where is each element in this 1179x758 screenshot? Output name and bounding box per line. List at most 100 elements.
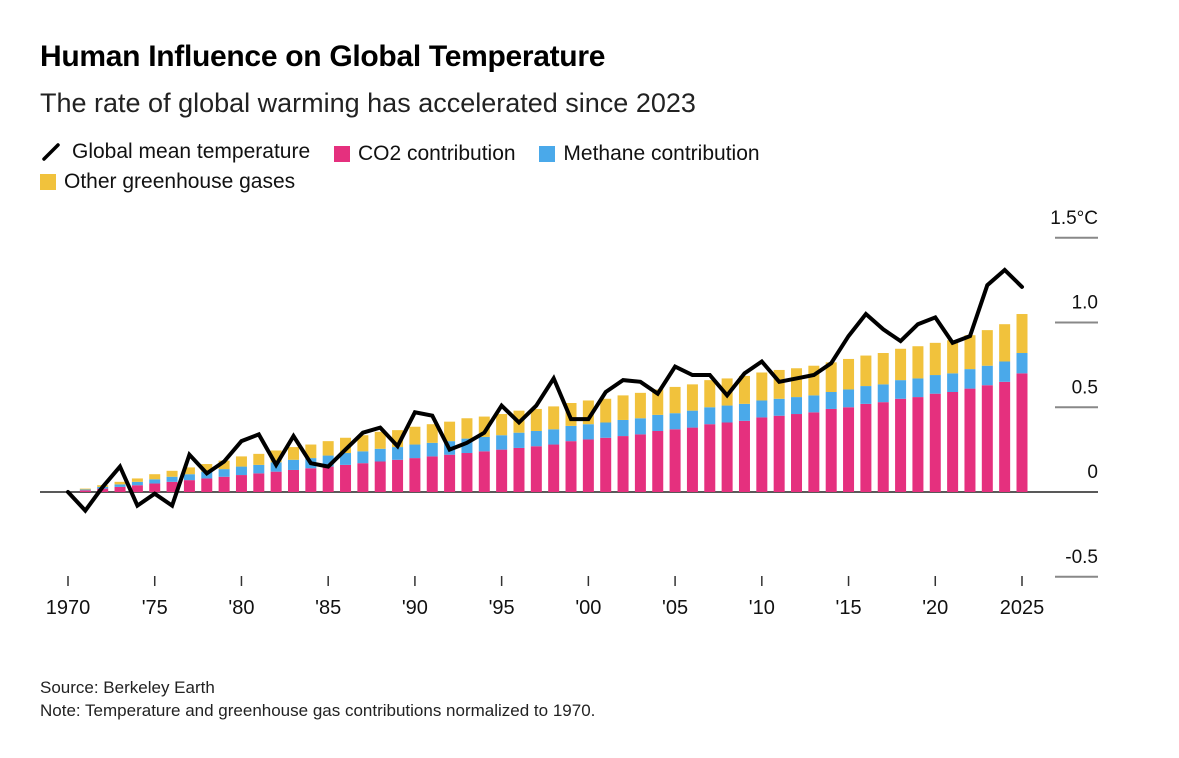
legend-label: Global mean temperature	[72, 140, 311, 163]
bar-other	[652, 389, 664, 415]
bar-methane	[964, 369, 976, 389]
bar-other	[912, 346, 924, 379]
bar-methane	[149, 479, 161, 484]
legend-label: Methane contribution	[563, 142, 760, 165]
y-tick-label: 1.0	[1072, 293, 1098, 314]
bar-other	[791, 368, 803, 398]
x-tick-label: '95	[489, 597, 515, 619]
bar-methane	[999, 361, 1011, 382]
bar-other	[444, 421, 456, 442]
bar-methane	[513, 432, 525, 448]
bar-co2	[253, 473, 265, 492]
bar-co2	[652, 430, 664, 492]
bar-other	[686, 384, 698, 411]
y-tick-label: -0.5	[1065, 547, 1098, 568]
co2-swatch-icon	[333, 146, 350, 162]
legend-label: Other greenhouse gases	[64, 170, 296, 193]
bar-other	[340, 437, 352, 454]
legend-item-co2: CO2 contribution	[333, 140, 516, 168]
bar-co2	[444, 454, 456, 492]
legend-item-other: Other greenhouse gases	[40, 168, 295, 196]
bar-co2	[808, 412, 820, 492]
x-tick-label: '00	[575, 597, 601, 619]
bar-other	[825, 362, 837, 392]
bar-methane	[79, 489, 91, 491]
bar-co2	[600, 437, 612, 492]
x-tick-label: 2025	[1000, 597, 1045, 619]
bar-methane	[1016, 353, 1028, 374]
bar-other	[114, 481, 126, 485]
bar-methane	[704, 407, 716, 425]
bar-methane	[600, 422, 612, 438]
bar-other	[478, 416, 490, 437]
bar-methane	[686, 410, 698, 428]
bar-methane	[287, 459, 299, 470]
bar-co2	[738, 420, 750, 492]
x-tick-label: '85	[315, 597, 341, 619]
bar-methane	[565, 425, 577, 442]
bar-co2	[929, 393, 941, 492]
bar-methane	[183, 474, 195, 481]
bar-co2	[305, 468, 317, 492]
footer: Source: Berkeley Earth Note: Temperature…	[40, 676, 595, 722]
bar-methane	[791, 397, 803, 415]
bar-other	[773, 369, 785, 399]
legend: Global mean temperature CO2 contribution…	[40, 138, 940, 196]
bar-methane	[426, 442, 438, 457]
bar-co2	[565, 441, 577, 492]
bar-methane	[478, 436, 490, 452]
x-tick-label: '10	[749, 597, 775, 619]
legend-item-methane: Methane contribution	[539, 140, 760, 168]
source-note: Source: Berkeley Earth	[40, 678, 215, 697]
bar-co2	[548, 444, 560, 492]
bar-co2	[947, 391, 959, 492]
bar-co2	[79, 490, 91, 492]
bar-co2	[114, 486, 126, 492]
bar-other	[877, 353, 889, 385]
bar-methane	[808, 395, 820, 413]
bar-methane	[218, 469, 230, 477]
x-tick-label: '20	[922, 597, 948, 619]
bar-methane	[461, 438, 473, 454]
bar-methane	[340, 453, 352, 465]
bar-co2	[461, 453, 473, 492]
y-tick-label: 0.5	[1072, 377, 1098, 398]
bar-other	[357, 435, 369, 452]
bar-co2	[374, 461, 386, 492]
bar-other	[287, 447, 299, 460]
bar-co2	[669, 429, 681, 492]
bar-other	[548, 406, 560, 430]
bar-co2	[496, 449, 508, 492]
bar-other	[669, 386, 681, 414]
bar-methane	[582, 424, 594, 440]
bar-co2	[825, 408, 837, 492]
x-tick-label: 1970	[46, 597, 91, 619]
bar-co2	[97, 488, 109, 492]
bar-co2	[183, 480, 195, 492]
bar-co2	[860, 403, 872, 492]
bar-other	[981, 330, 993, 366]
bar-other	[582, 400, 594, 425]
bar-methane	[253, 464, 265, 474]
bar-other	[270, 450, 282, 463]
bar-methane	[357, 451, 369, 464]
bar-other	[721, 378, 733, 406]
legend-label: CO2 contribution	[357, 142, 516, 165]
bar-methane	[496, 435, 508, 450]
bar-methane	[322, 455, 334, 467]
bar-co2	[530, 446, 542, 492]
bar-other	[461, 418, 473, 439]
bar-methane	[131, 481, 143, 486]
bar-co2	[235, 475, 247, 492]
bar-other	[617, 395, 629, 420]
bar-other	[149, 474, 161, 480]
bar-other	[183, 467, 195, 475]
bar-methane	[912, 378, 924, 398]
chart-title: Human Influence on Global Temperature	[40, 40, 606, 73]
bar-co2	[1016, 373, 1028, 492]
line-icon	[42, 143, 60, 161]
bar-co2	[895, 398, 907, 492]
legend-item-temperature: Global mean temperature	[40, 138, 310, 166]
bar-methane	[895, 380, 907, 399]
